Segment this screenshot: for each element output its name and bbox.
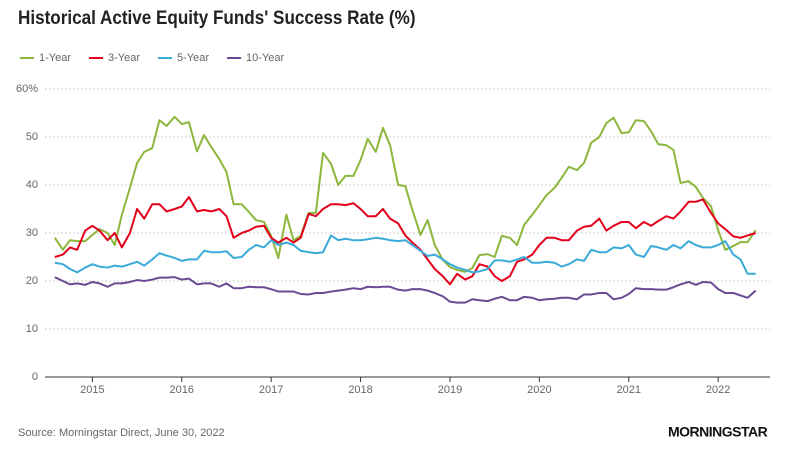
x-tick-label: 2021	[617, 384, 641, 396]
y-tick-label: 10	[26, 323, 38, 335]
x-tick-label: 2019	[438, 384, 462, 396]
y-tick-label: 40	[26, 179, 38, 191]
y-tick-label: 50	[26, 131, 38, 143]
legend-label: 3-Year	[108, 52, 140, 64]
x-tick-label: 2018	[348, 384, 372, 396]
y-tick-label: 0	[32, 371, 38, 383]
series-line	[54, 234, 756, 275]
x-tick-label: 2016	[170, 384, 194, 396]
x-tick-label: 2022	[706, 384, 730, 396]
y-tick-label: 30	[26, 227, 38, 239]
legend-label: 10-Year	[246, 52, 284, 64]
x-tick-label: 2020	[527, 384, 551, 396]
source-note: Source: Morningstar Direct, June 30, 202…	[18, 427, 225, 439]
y-tick-label: 20	[26, 275, 38, 287]
series-line	[54, 196, 756, 286]
legend-label: 1-Year	[39, 52, 71, 64]
x-tick-label: 2015	[80, 384, 104, 396]
chart-title: Historical Active Equity Funds' Success …	[18, 7, 416, 28]
x-tick-label: 2017	[259, 384, 283, 396]
legend-label: 5-Year	[177, 52, 209, 64]
y-tick-label: 60%	[16, 83, 38, 95]
series-line	[54, 276, 757, 304]
series-line	[53, 115, 757, 273]
brand-logo: MORNINGSTAR	[668, 424, 768, 440]
